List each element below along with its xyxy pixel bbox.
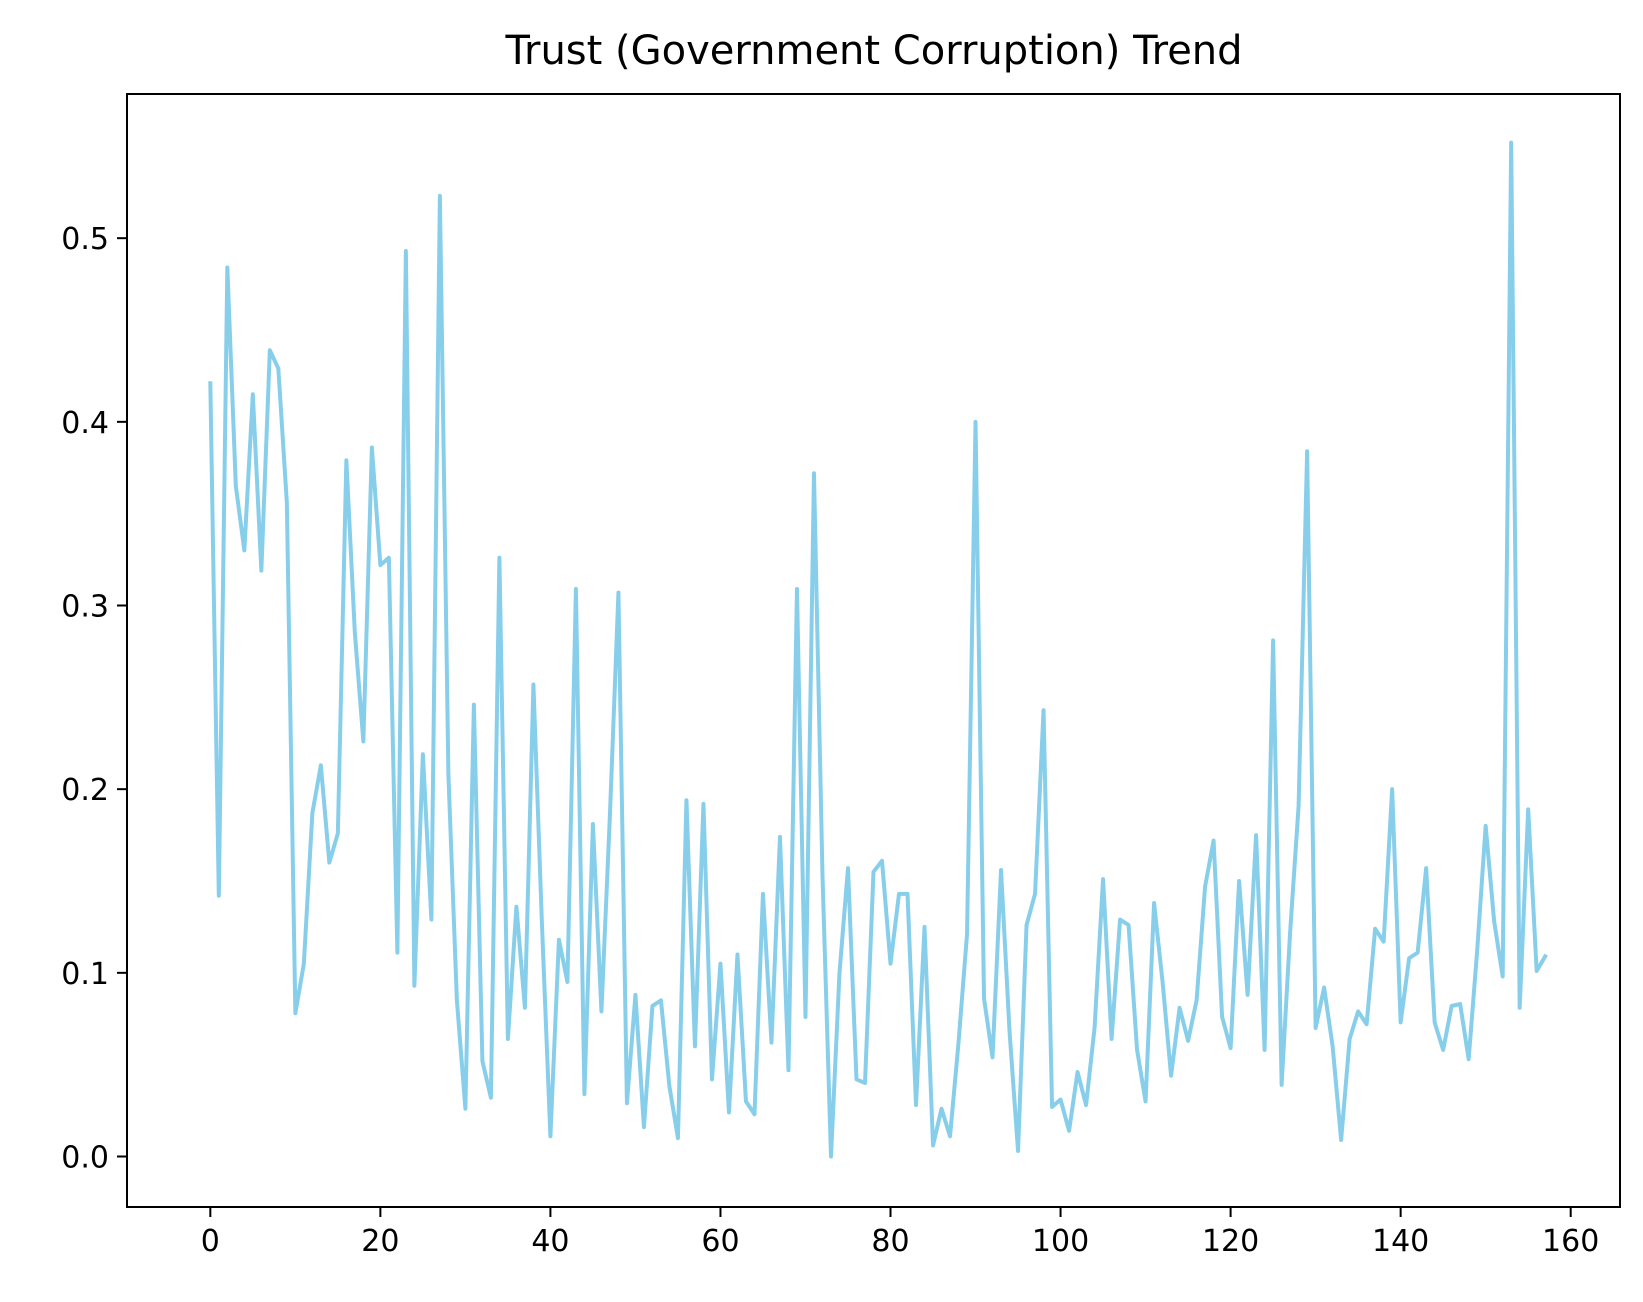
x-tick-label: 120 (1202, 1224, 1259, 1259)
x-tick-label: 80 (871, 1224, 909, 1259)
x-tick-label: 60 (701, 1224, 739, 1259)
chart-title: Trust (Government Corruption) Trend (504, 28, 1242, 74)
y-tick-label: 0.5 (61, 222, 109, 257)
x-tick-label: 40 (531, 1224, 569, 1259)
y-tick-label: 0.4 (61, 406, 109, 441)
x-tick-label: 100 (1032, 1224, 1089, 1259)
series-layer (208, 140, 1548, 1159)
series-line-0 (208, 140, 1548, 1159)
y-tick-label: 0.0 (61, 1140, 109, 1175)
y-tick-label: 0.3 (61, 590, 109, 625)
x-axis: 0 20 40 60 80 100 120 140 160 (201, 1207, 1599, 1259)
y-axis: 0.0 0.1 0.2 0.3 0.4 0.5 (61, 222, 127, 1175)
x-tick-label: 160 (1542, 1224, 1599, 1259)
y-tick-label: 0.1 (61, 957, 109, 992)
x-tick-label: 0 (201, 1224, 220, 1259)
y-tick-label: 0.2 (61, 773, 109, 808)
plot-area: 0 20 40 60 80 100 120 140 160 0.0 0.1 0.2 0.3 0.4 0.5 (61, 93, 1621, 1259)
x-tick-label: 140 (1372, 1224, 1429, 1259)
x-tick-label: 20 (361, 1224, 399, 1259)
plot-frame (126, 93, 1621, 1208)
